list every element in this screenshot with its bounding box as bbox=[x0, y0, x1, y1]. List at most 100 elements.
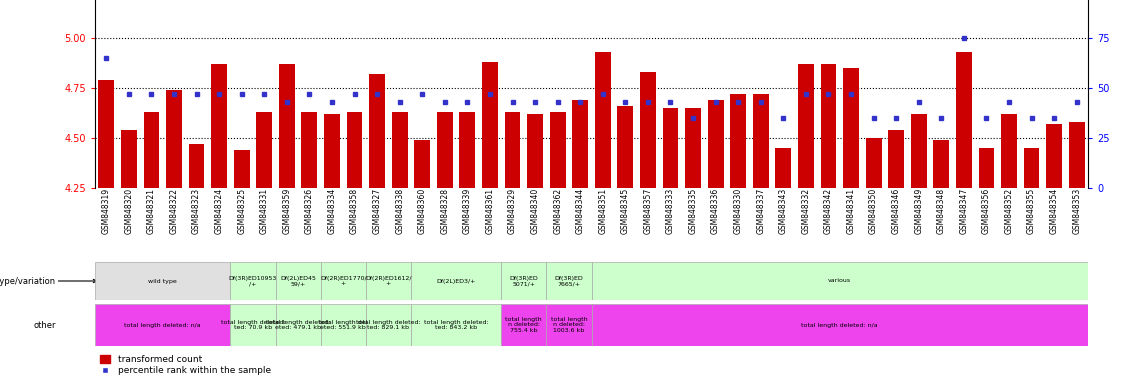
Bar bbox=[546, 304, 591, 346]
Bar bbox=[978, 148, 994, 188]
Bar bbox=[98, 80, 114, 188]
Text: GSM848324: GSM848324 bbox=[215, 188, 224, 234]
Bar bbox=[798, 64, 814, 188]
Bar bbox=[501, 262, 546, 300]
Bar bbox=[501, 304, 546, 346]
Text: GSM848335: GSM848335 bbox=[689, 188, 697, 234]
Bar bbox=[549, 112, 565, 188]
Text: total length deleted: n/a: total length deleted: n/a bbox=[124, 323, 202, 328]
Text: GSM848340: GSM848340 bbox=[530, 188, 539, 234]
Bar bbox=[276, 262, 321, 300]
Text: GSM848357: GSM848357 bbox=[643, 188, 652, 234]
Bar bbox=[279, 64, 295, 188]
Bar bbox=[234, 150, 250, 188]
Bar bbox=[231, 262, 276, 300]
Bar bbox=[482, 62, 498, 188]
Text: Df(2L)ED3/+: Df(2L)ED3/+ bbox=[437, 278, 476, 283]
Text: GSM848354: GSM848354 bbox=[1049, 188, 1058, 234]
Text: GSM848339: GSM848339 bbox=[463, 188, 472, 234]
Text: GSM848331: GSM848331 bbox=[260, 188, 269, 234]
Bar bbox=[595, 52, 610, 188]
Text: total length deleted:
ted: 843.2 kb: total length deleted: ted: 843.2 kb bbox=[423, 319, 489, 330]
Bar bbox=[527, 114, 543, 188]
Text: other: other bbox=[33, 321, 55, 329]
Bar bbox=[662, 108, 678, 188]
Bar bbox=[95, 262, 231, 300]
Text: GSM848347: GSM848347 bbox=[959, 188, 968, 234]
Bar bbox=[276, 304, 321, 346]
Bar bbox=[1069, 122, 1084, 188]
Bar bbox=[591, 262, 1088, 300]
Text: GSM848343: GSM848343 bbox=[779, 188, 788, 234]
Bar bbox=[933, 140, 949, 188]
Bar bbox=[324, 114, 340, 188]
Bar bbox=[708, 100, 724, 188]
Text: total length deleted:
ted: 70.9 kb: total length deleted: ted: 70.9 kb bbox=[221, 319, 285, 330]
Text: GSM848322: GSM848322 bbox=[170, 188, 179, 234]
Text: GSM848353: GSM848353 bbox=[1072, 188, 1081, 234]
Text: GSM848321: GSM848321 bbox=[146, 188, 155, 234]
Bar bbox=[411, 304, 501, 346]
Text: GSM848349: GSM848349 bbox=[914, 188, 923, 234]
Text: GSM848345: GSM848345 bbox=[620, 188, 629, 234]
Text: total length del
eted: 551.9 kb: total length del eted: 551.9 kb bbox=[319, 319, 367, 330]
Text: GSM848327: GSM848327 bbox=[373, 188, 382, 234]
Text: GSM848320: GSM848320 bbox=[124, 188, 133, 234]
Text: GSM848326: GSM848326 bbox=[305, 188, 314, 234]
Bar bbox=[866, 138, 882, 188]
Bar bbox=[776, 148, 792, 188]
Text: various: various bbox=[829, 278, 851, 283]
Bar bbox=[956, 52, 972, 188]
Text: Df(2R)ED1612/
+: Df(2R)ED1612/ + bbox=[365, 276, 412, 286]
Bar bbox=[231, 304, 276, 346]
Bar bbox=[212, 64, 227, 188]
Bar bbox=[321, 304, 366, 346]
Text: GSM848355: GSM848355 bbox=[1027, 188, 1036, 234]
Text: GSM848329: GSM848329 bbox=[508, 188, 517, 234]
Bar bbox=[617, 106, 633, 188]
Text: GSM848337: GSM848337 bbox=[757, 188, 766, 234]
Bar bbox=[120, 130, 136, 188]
Text: Df(3R)ED10953
/+: Df(3R)ED10953 /+ bbox=[229, 276, 277, 286]
Text: GSM848334: GSM848334 bbox=[328, 188, 337, 234]
Text: GSM848348: GSM848348 bbox=[937, 188, 946, 234]
Bar bbox=[347, 112, 363, 188]
Text: GSM848330: GSM848330 bbox=[734, 188, 743, 234]
Bar bbox=[731, 94, 747, 188]
Text: GSM848328: GSM848328 bbox=[440, 188, 449, 234]
Text: GSM848336: GSM848336 bbox=[712, 188, 721, 234]
Text: total length deleted: n/a: total length deleted: n/a bbox=[802, 323, 878, 328]
Text: genotype/variation: genotype/variation bbox=[0, 276, 55, 285]
Bar bbox=[591, 304, 1088, 346]
Bar bbox=[888, 130, 904, 188]
Bar bbox=[753, 94, 769, 188]
Text: GSM848360: GSM848360 bbox=[418, 188, 427, 234]
Text: GSM848344: GSM848344 bbox=[575, 188, 584, 234]
Text: GSM848333: GSM848333 bbox=[665, 188, 674, 234]
Text: GSM848350: GSM848350 bbox=[869, 188, 878, 234]
Text: total length
n deleted:
1003.6 kb: total length n deleted: 1003.6 kb bbox=[551, 317, 588, 333]
Bar bbox=[911, 114, 927, 188]
Bar bbox=[843, 68, 859, 188]
Text: GSM848332: GSM848332 bbox=[802, 188, 811, 234]
Text: wild type: wild type bbox=[149, 278, 177, 283]
Text: GSM848352: GSM848352 bbox=[1004, 188, 1013, 234]
Bar bbox=[369, 74, 385, 188]
Bar bbox=[189, 144, 205, 188]
Text: total length deleted:
ted: 829.1 kb: total length deleted: ted: 829.1 kb bbox=[356, 319, 421, 330]
Text: GSM848342: GSM848342 bbox=[824, 188, 833, 234]
Legend: transformed count, percentile rank within the sample: transformed count, percentile rank withi… bbox=[99, 354, 270, 376]
Bar bbox=[546, 262, 591, 300]
Text: GSM848325: GSM848325 bbox=[238, 188, 247, 234]
Text: Df(2L)ED45
59/+: Df(2L)ED45 59/+ bbox=[280, 276, 316, 286]
Text: GSM848338: GSM848338 bbox=[395, 188, 404, 234]
Bar bbox=[143, 112, 159, 188]
Text: total length
n deleted:
755.4 kb: total length n deleted: 755.4 kb bbox=[506, 317, 542, 333]
Bar bbox=[1024, 148, 1039, 188]
Text: GSM848356: GSM848356 bbox=[982, 188, 991, 234]
Text: GSM848351: GSM848351 bbox=[598, 188, 607, 234]
Bar bbox=[257, 112, 272, 188]
Bar bbox=[640, 72, 655, 188]
Bar bbox=[414, 140, 430, 188]
Bar bbox=[366, 262, 411, 300]
